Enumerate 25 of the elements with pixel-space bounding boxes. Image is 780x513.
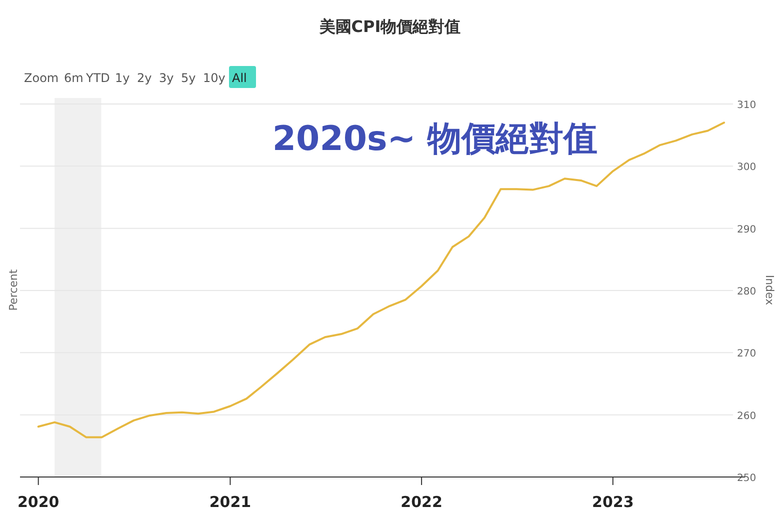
y2-tick-label: 300: [737, 162, 756, 174]
text: 6m: [64, 71, 84, 85]
text: 10y: [203, 71, 226, 85]
y2-tick-label: 270: [737, 348, 756, 360]
y2-tick-label: 310: [737, 100, 756, 111]
x-tick-label: 2021: [209, 493, 252, 511]
annotation: 2020s~ 物價絕對值: [272, 119, 598, 159]
text: 3y: [159, 71, 174, 85]
y2-tick-label: 250: [737, 473, 756, 484]
text: Zoom: [24, 71, 59, 85]
y2-tick-label: 290: [737, 224, 756, 236]
y2-tick-label: 280: [737, 286, 756, 298]
chart-title: 美國CPI物價絕對值: [318, 17, 461, 36]
y-axis-title: Percent: [7, 268, 20, 311]
text: 2y: [137, 71, 152, 85]
x-tick-label: 2022: [400, 493, 442, 511]
text: All: [232, 71, 247, 85]
x-tick-label: 2023: [592, 493, 634, 511]
text: 1y: [115, 71, 130, 85]
text: 5y: [181, 71, 196, 85]
y2-axis-title: Index: [763, 274, 776, 306]
text: YTD: [85, 71, 110, 85]
line-series: [37, 122, 726, 438]
y2-tick-label: 260: [737, 410, 756, 422]
x-tick-label: 2020: [17, 493, 60, 511]
